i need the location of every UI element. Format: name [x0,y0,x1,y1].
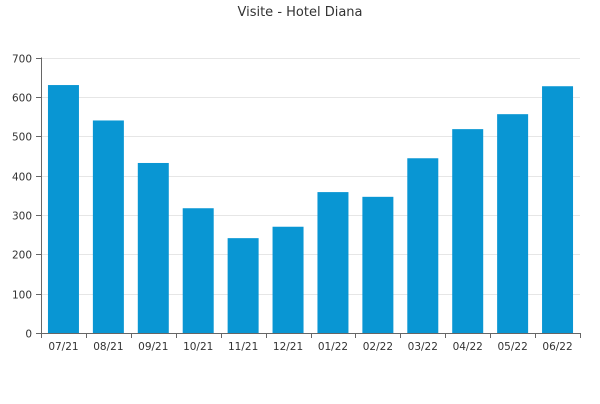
bar [542,86,574,333]
y-tick-label: 400 [12,172,32,184]
x-tick-label: 11/21 [228,341,258,353]
bar [47,85,79,333]
x-tick-label: 05/22 [497,341,527,353]
x-tick-label: 02/22 [363,341,393,353]
bar [497,114,529,333]
bars [47,85,574,333]
y-tick-label: 200 [12,250,32,262]
axes [36,57,581,338]
tick-labels: 0 100 200 300 400 500 600 700 07/21 08/21 09/21 10/… [12,54,573,354]
y-tick-label: 100 [12,290,32,302]
chart-title: Visite - Hotel Diana [237,5,362,20]
x-tick-label: 06/22 [542,341,572,353]
x-tick-label: 12/21 [273,341,303,353]
bar [317,192,349,333]
y-tick-label: 0 [25,329,32,341]
bar [92,120,124,333]
bar [137,162,169,333]
x-tick-label: 07/21 [48,341,78,353]
bar [362,196,394,333]
x-tick-label: 01/22 [318,341,348,353]
y-tick-label: 500 [12,132,32,144]
y-tick-label: 700 [12,54,32,66]
grid-lines [41,58,580,295]
y-tick-label: 300 [12,211,32,223]
bar [227,238,259,333]
bar [272,226,304,333]
y-tick-label: 600 [12,93,32,105]
bar [452,129,484,333]
x-tick-label: 09/21 [138,341,168,353]
x-tick-label: 03/22 [408,341,438,353]
x-tick-label: 08/21 [93,341,123,353]
bar [182,208,214,333]
x-tick-label: 04/22 [453,341,483,353]
bar [407,158,439,333]
x-tick-label: 10/21 [183,341,213,353]
